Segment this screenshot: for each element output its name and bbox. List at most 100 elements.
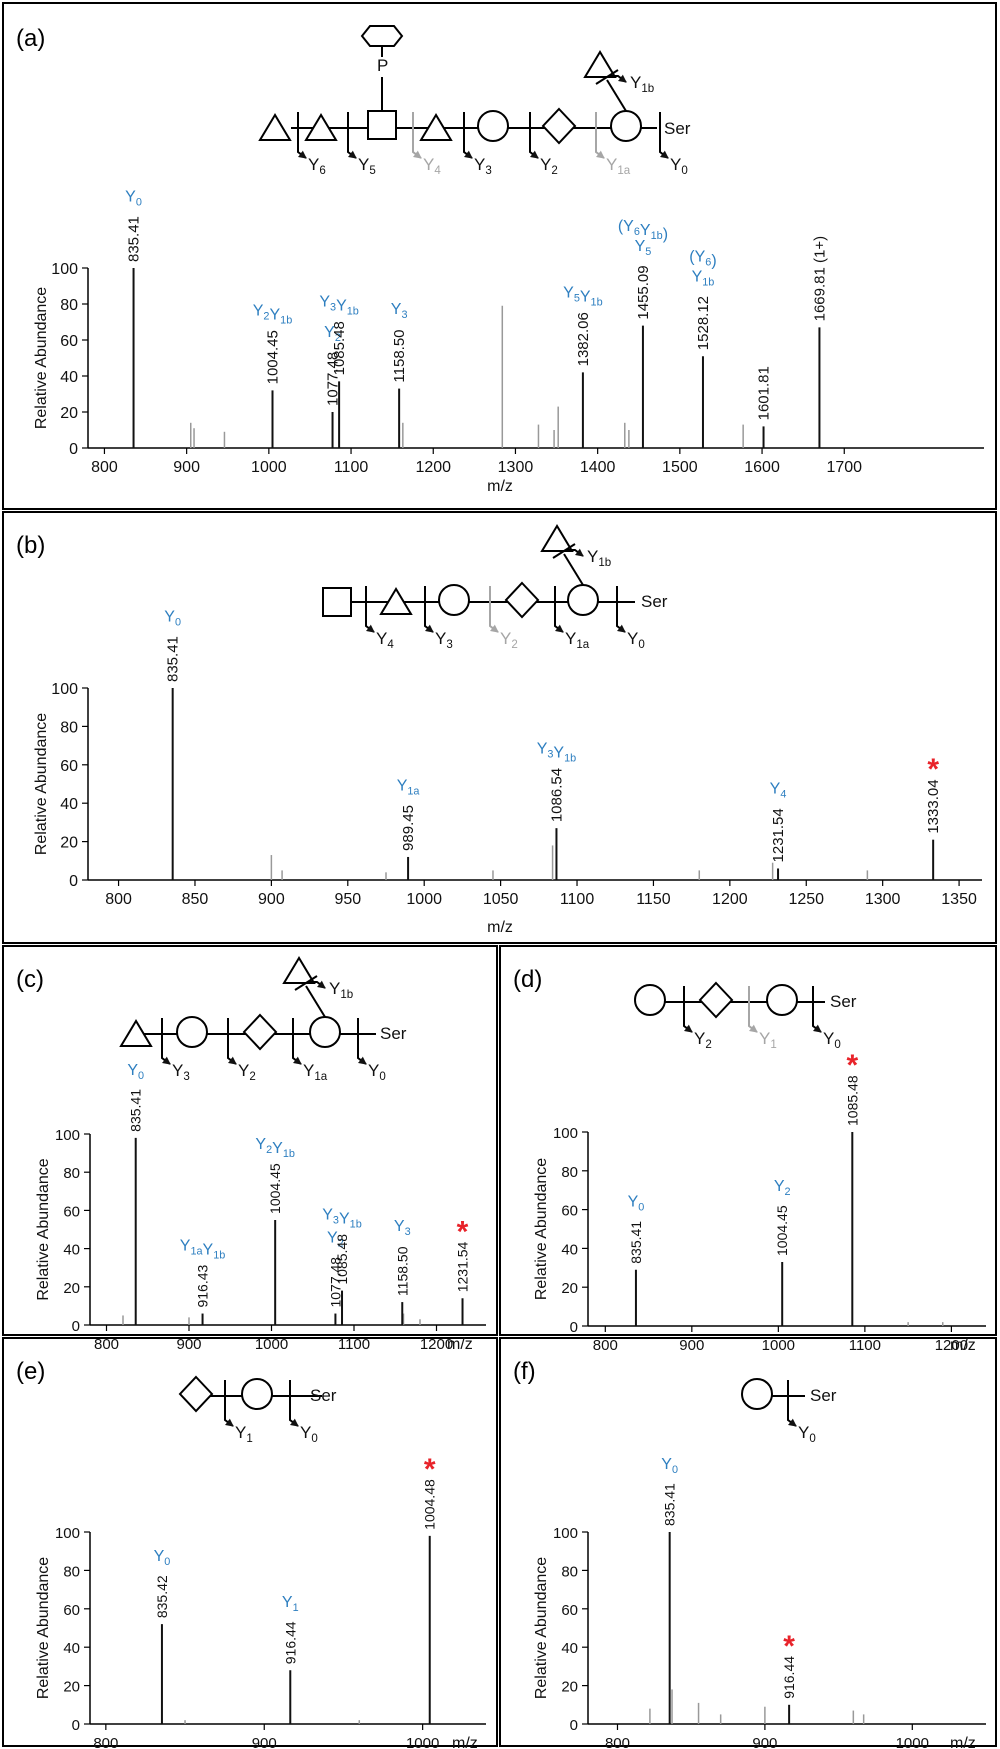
- chart-0-peak-label: 1004.45: [265, 330, 282, 384]
- spectrum-chart-d: 0 20 40 60 80 100 800 900 1000 1100 1200 Relative A…: [533, 1049, 986, 1354]
- cleavage-label-d-y2: Y2: [694, 1029, 712, 1051]
- chart-0-peak-label: 1601.81: [756, 366, 773, 420]
- chart-0-x-tick-label: 900: [173, 459, 200, 476]
- chart-0-x-tick-label: 1000: [251, 459, 287, 476]
- chart-5-y-tick-label: 100: [553, 1525, 578, 1542]
- chart-0-peak-label: 1669.81 (1+): [811, 236, 828, 321]
- chart-1-y-tick-label: 0: [69, 873, 78, 890]
- chart-0-peak-label: 1158.50: [391, 329, 408, 382]
- chart-3-y-axis-label: Relative Abundance: [533, 1158, 550, 1300]
- panel-label-c: (c): [16, 966, 44, 993]
- cleavage-label-b-y1a: Y1a: [565, 629, 590, 651]
- chart-2-peak-label: 1085.48: [334, 1234, 350, 1285]
- chart-1-x-tick-label: 1200: [712, 891, 748, 908]
- chart-4-precursor-star: *: [424, 1453, 436, 1486]
- panel-label-d: (d): [513, 966, 542, 993]
- cleavage-label-d-y0: Y0: [823, 1029, 841, 1051]
- chart-2-peak-label: 1004.45: [267, 1163, 283, 1214]
- chart-2-peak-label: 1077.48: [327, 1257, 343, 1308]
- chart-4-y-tick-label: 60: [63, 1602, 80, 1619]
- chart-1-x-tick-label: 1300: [865, 891, 901, 908]
- chart-0-x-tick-label: 1500: [662, 459, 698, 476]
- chart-5-peak-label: 916.44: [781, 1656, 797, 1699]
- chart-5-ion-annotation: Y0: [661, 1456, 678, 1476]
- panel-label-a: (a): [16, 25, 45, 52]
- glycan-labels-d: Ser Y2 Y1 Y0: [694, 992, 857, 1051]
- chart-1-x-axis-label: m/z: [487, 919, 513, 936]
- chart-3-x-tick-label: 1000: [762, 1337, 795, 1354]
- chart-3-ion-annotation: Y2: [774, 1178, 791, 1198]
- chart-1-ion-annotation: Y1a: [397, 778, 421, 798]
- panel-label-e: (e): [16, 1358, 45, 1385]
- glycan-labels-b: Ser Y4 Y3 Y2 Y1a Y0 Y1b: [376, 547, 668, 651]
- chart-2-ion-annotation: Y3Y1b: [322, 1207, 362, 1231]
- chart-5-y-tick-label: 0: [570, 1717, 578, 1734]
- chart-0-ion-annotation: Y1b: [692, 268, 715, 288]
- cleavage-label-b-y3: Y3: [435, 629, 453, 651]
- chart-1-y-tick-label: 100: [51, 681, 78, 698]
- chart-2-y-axis-label: Relative Abundance: [35, 1158, 52, 1300]
- chart-3-y-tick-label: 20: [561, 1280, 578, 1297]
- chart-2-ion-annotation: Y0: [127, 1062, 144, 1082]
- chart-4-x-tick-label: 900: [252, 1735, 277, 1749]
- spectrum-chart-f: 0 20 40 60 80 100 800 900 1000 Relative Abundance…: [533, 1456, 986, 1749]
- chart-4-y-axis-label: Relative Abundance: [35, 1557, 52, 1699]
- chart-5-x-tick-label: 900: [752, 1735, 777, 1749]
- glycan-structure-c: [119, 956, 376, 1065]
- ser-label-c: Ser: [380, 1024, 407, 1043]
- cleavage-label-c-y1a: Y1a: [303, 1061, 328, 1083]
- glycan-labels-a: P Ser Y6 Y5 Y4 Y3 Y2 Y1a Y0 Y1b: [308, 56, 691, 177]
- cleavage-label-a-y3: Y3: [474, 155, 492, 177]
- chart-1-x-tick-label: 1150: [636, 891, 671, 908]
- chart-0-x-tick-label: 1300: [498, 459, 534, 476]
- chart-1-x-tick-label: 1350: [941, 891, 977, 908]
- chart-0-y-tick-label: 20: [60, 405, 78, 422]
- cleavage-label-b-y1b: Y1b: [587, 547, 611, 569]
- chart-2-ion-annotation: Y2: [327, 1230, 344, 1250]
- chart-4-ion-annotation: Y1: [282, 1594, 299, 1614]
- chart-3-x-tick-label: 900: [679, 1337, 704, 1354]
- chart-2-x-tick-label: 800: [94, 1336, 119, 1353]
- chart-0-y-tick-label: 40: [60, 369, 78, 386]
- chart-2-peak-label: 1158.50: [394, 1246, 410, 1296]
- chart-4-ion-annotation: Y0: [154, 1548, 171, 1568]
- chart-0-ion-annotation-upper: (Y6): [689, 248, 716, 269]
- chart-1-y-axis-label: Relative Abundance: [33, 713, 50, 855]
- cleavage-label-c-y2: Y2: [238, 1061, 256, 1083]
- chart-3-x-axis-label: m/z: [950, 1337, 976, 1354]
- chart-1-x-tick-label: 1250: [788, 891, 824, 908]
- chart-2-y-tick-label: 0: [72, 1318, 80, 1335]
- chart-5-y-axis-label: Relative Abundance: [533, 1557, 550, 1699]
- chart-1-x-tick-label: 850: [182, 891, 209, 908]
- chart-2-precursor-star: *: [457, 1215, 469, 1248]
- chart-2-ion-annotation: Y2Y1b: [255, 1136, 295, 1160]
- chart-0-y-tick-label: 80: [60, 297, 78, 314]
- phosphate-label: P: [377, 56, 388, 75]
- chart-2-ion-annotation: Y3: [394, 1218, 411, 1238]
- chart-2-y-tick-label: 40: [63, 1242, 80, 1259]
- chart-2-x-axis-label: m/z: [447, 1336, 473, 1353]
- chart-3-peak-label: 1085.48: [844, 1075, 860, 1126]
- chart-3-x-tick-label: 1100: [849, 1337, 881, 1354]
- chart-4-x-axis-label: m/z: [452, 1735, 478, 1749]
- chart-1-peak-label: 1231.54: [770, 808, 787, 862]
- chart-4-x-tick-label: 800: [93, 1735, 118, 1749]
- chart-1-peak-label: 1333.04: [925, 779, 942, 833]
- chart-4-peak-label: 1004.48: [422, 1479, 438, 1530]
- panel-label-b: (b): [16, 532, 45, 559]
- spectrum-chart-c: 0 20 40 60 80 100 800 900 1000 1100 1200 Relative A…: [35, 1062, 486, 1353]
- chart-3-y-tick-label: 100: [553, 1125, 578, 1142]
- chart-2-y-tick-label: 60: [63, 1203, 80, 1220]
- spectrum-chart-a: 0 20 40 60 80 100 800 900 1000 1100 1200 1300 1400 15…: [33, 189, 984, 495]
- chart-1-x-tick-label: 950: [334, 891, 361, 908]
- chart-3-precursor-star: *: [846, 1049, 858, 1082]
- cleavage-label-a-y1a: Y1a: [606, 155, 631, 177]
- chart-0-ion-annotation: Y2Y1b: [253, 303, 293, 327]
- cleavage-label-c-y1b: Y1b: [329, 979, 353, 1001]
- chart-0-x-tick-label: 1600: [744, 459, 780, 476]
- cleavage-label-e-y0: Y0: [300, 1423, 318, 1445]
- panel-c-frame: [2, 945, 498, 1336]
- chart-2-y-tick-label: 100: [55, 1127, 80, 1144]
- chart-2-ion-annotation: Y1aY1b: [180, 1238, 226, 1262]
